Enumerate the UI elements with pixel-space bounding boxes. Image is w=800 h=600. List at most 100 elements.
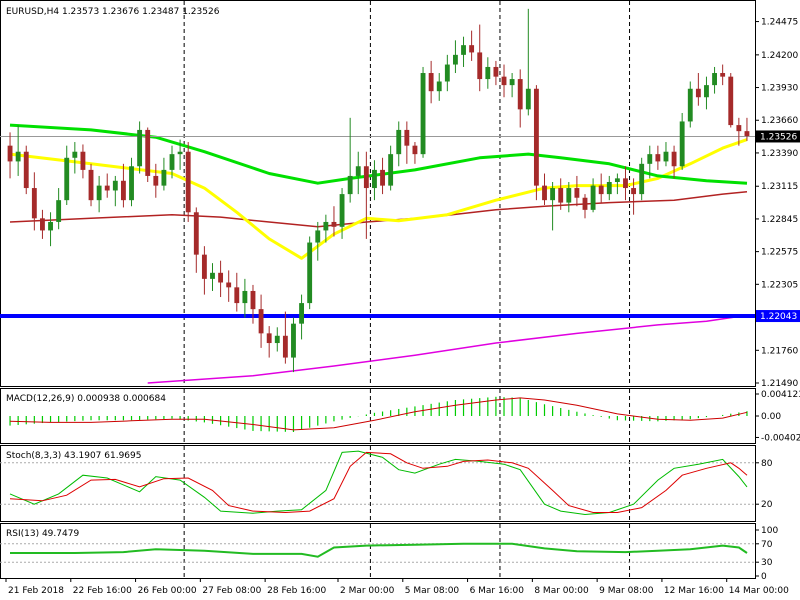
time-tick-label: 9 Mar 08:00 [599,586,654,596]
candle-body [671,151,677,167]
candle-body [161,169,167,186]
candle-body [388,154,394,186]
candle-body [177,151,183,155]
macd-signal-line [9,397,748,431]
rsi-line [10,542,748,558]
macd-header: MACD(12,26,9) 0.000938 0.000684 [6,394,166,404]
candle-body [153,175,159,186]
price-tick-label: 1.23115 [761,182,798,192]
candle-body [396,129,402,155]
candle-body [347,175,353,195]
candle-body [226,282,232,288]
time-tick-label: 22 Feb 16:00 [73,586,132,596]
candle-body [274,335,280,344]
candle-body [655,154,661,162]
price-tick-label: 1.21490 [761,379,798,389]
candle-body [218,272,224,283]
candle-body [444,64,450,82]
candle-body [137,129,143,167]
price-tick-label: 1.21760 [761,346,798,356]
macd-gridlines [183,389,631,443]
candles [7,8,750,373]
candle-body [242,290,248,304]
candle-body [623,178,628,189]
candle-body [525,88,531,110]
price-tick-label: 1.23660 [761,116,798,126]
price-tick-label: 1.24200 [761,51,798,61]
candle-body [420,73,426,155]
candle-body [744,131,750,136]
rsi-panel: 100 70 30 0 RSI(13) 49.7479 [0,523,778,582]
candle-body [404,129,410,146]
candle-body [120,180,126,201]
candle-body [639,163,645,195]
time-tick-label: 28 Feb 16:00 [267,586,326,596]
rsi-header: RSI(13) 49.7479 [6,529,79,539]
time-tick-label: 2 Mar 00:00 [340,586,395,596]
time-tick-label: 26 Feb 00:00 [138,586,197,596]
price-tick-label: 1.23930 [761,84,798,94]
candle-body [15,151,21,162]
rsi-tick-label: 30 [761,558,773,568]
candle-body [185,151,191,213]
candle-body [40,218,45,231]
price-axis: 1.24475 1.24200 1.23930 1.23660 1.23390 1.231… [755,18,798,389]
candle-body [412,145,418,155]
stoch-axis: 80 20 [755,459,773,510]
candle-body [550,188,556,201]
candle-body [266,333,272,344]
time-tick-label: 14 Mar 00:00 [729,586,789,596]
candle-body [282,335,288,358]
candle-body [590,185,596,210]
candle-body [428,73,434,92]
price-tick-label: 1.22575 [761,248,798,258]
candle-body [234,287,240,304]
candle-body [469,45,475,53]
candle-body [606,181,612,195]
rsi-axis: 100 70 30 0 [755,526,778,582]
time-tick-label: 6 Mar 16:00 [470,586,525,596]
candle-body [258,309,264,334]
macd-axis: 0.004123 0.00 -0.004023 [755,390,800,443]
macd-tick-label: 0.00 [761,412,781,422]
chart-header: EURUSD,H4 1.23573 1.23676 1.23487 1.2352… [6,7,220,17]
candle-body [7,145,13,162]
price-tick-label: 1.24475 [761,18,798,28]
candle-body [80,151,86,170]
candle-body [533,88,539,186]
macd-tick-label: -0.004023 [761,433,800,443]
price-tick-label: 1.23390 [761,149,798,159]
candle-body [687,88,693,122]
macd-panel: 0.004123 0.00 -0.004023 MACD(12,26,9) 0.00… [0,388,800,444]
candle-body [509,79,515,86]
candle-body [48,221,53,231]
time-tick-label: 8 Mar 00:00 [534,586,589,596]
candle-body [372,169,377,189]
candle-body [315,230,321,243]
candle-body [64,157,70,201]
candle-body [363,166,369,189]
candle-body [574,188,580,198]
stochastic-panel: 80 20 Stoch(8,3,3) 43.1907 61.9695 [0,445,773,522]
candle-body [485,66,491,80]
stoch-header: Stoch(8,3,3) 43.1907 61.9695 [6,451,141,461]
candle-body [250,290,256,310]
current-price-tag [756,130,800,143]
time-tick-label: 27 Feb 08:00 [202,586,261,596]
stoch-tick-label: 80 [761,459,773,469]
sma-magenta-line [147,314,748,384]
stoch-lines [9,450,748,516]
ema-yellow-line [9,138,748,260]
candle-body [96,185,102,201]
candle-body [331,221,337,227]
rsi-gridlines [0,524,755,578]
candle-body [210,272,215,279]
candle-body [477,52,483,80]
candle-body [647,154,653,164]
support-price-tag [756,310,800,323]
macd-tick-label: 0.004123 [761,390,800,400]
candle-body [23,151,29,189]
candle-body [720,73,726,77]
macd-signal-path [9,397,748,431]
candle-body [679,121,685,167]
